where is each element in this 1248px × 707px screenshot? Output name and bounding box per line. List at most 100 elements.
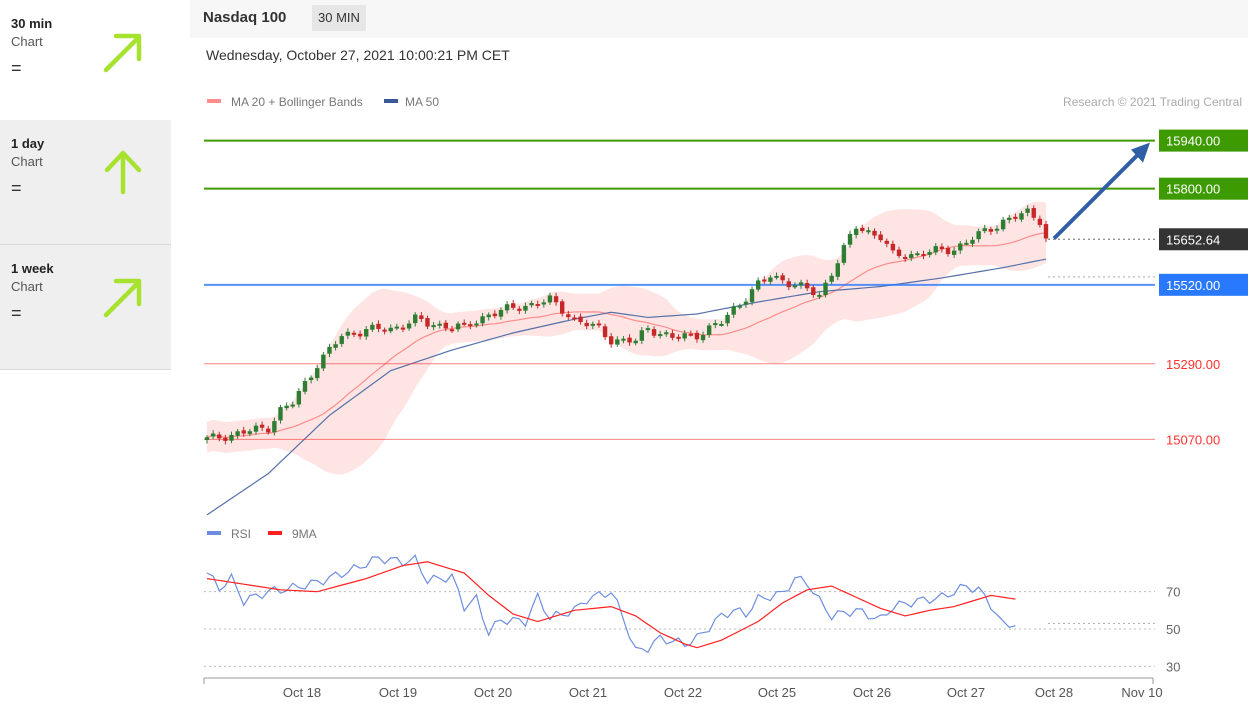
chart-header: Nasdaq 100 30 MIN [190, 0, 1248, 38]
equal-sign: = [11, 58, 22, 78]
candle-body [210, 433, 216, 437]
candle-body [951, 250, 957, 255]
candle-body [621, 338, 626, 341]
rsi-level-label: 30 [1166, 659, 1180, 674]
pivot-price-label: 15520.00 [1166, 278, 1220, 293]
candle-body [272, 421, 277, 433]
candle-body [725, 314, 730, 324]
candle-body [321, 354, 326, 369]
candle-body [909, 254, 914, 259]
timeframe-badge[interactable]: 30 MIN [312, 5, 366, 31]
candle-body [241, 430, 246, 434]
candle-body [455, 323, 461, 330]
candle-body [878, 234, 883, 241]
candle-body [462, 322, 467, 325]
resistance-price-tag [1159, 129, 1248, 152]
candle-body [847, 234, 853, 245]
candle-body [737, 305, 742, 308]
x-tick-label: Oct 27 [947, 685, 985, 700]
candle-body [1037, 218, 1043, 225]
candle-body [1007, 217, 1012, 221]
candle-body [382, 329, 387, 332]
timeframe-subtitle: Chart [11, 34, 43, 49]
equal-sign: = [11, 303, 22, 323]
candle-body [394, 326, 400, 329]
candle-body [945, 248, 951, 255]
candle-body [829, 275, 834, 282]
legend-swatch-ma20 [207, 99, 221, 103]
candle-body [406, 323, 412, 329]
candle-body [694, 332, 700, 340]
timeframe-card-1day[interactable]: 1 day Chart = [0, 120, 171, 245]
candle-body [253, 425, 259, 432]
candle-body [633, 340, 638, 344]
moving-averages [206, 232, 1047, 516]
candle-body [890, 243, 896, 251]
candle-body [927, 252, 932, 255]
candle-body [370, 324, 375, 330]
candle-body [872, 230, 877, 236]
price-levels: 15940.00 15800.00 15652.64 15520.00 15290.00… [204, 129, 1248, 447]
target-arrow-head [1131, 142, 1150, 163]
candle-body [676, 336, 681, 339]
candle-body [896, 249, 902, 256]
candle-body [615, 339, 620, 345]
legend-label-ma50: MA 50 [405, 95, 439, 109]
candle-body [1019, 213, 1024, 220]
candle-body [798, 282, 804, 286]
candle-body [921, 254, 926, 257]
candle-body [804, 283, 810, 289]
timeframe-title: 1 week [11, 261, 54, 276]
candle-body [866, 230, 871, 233]
candle-body [964, 242, 969, 245]
candle-body [523, 305, 528, 311]
candle-body [884, 240, 889, 244]
candle-body [333, 344, 338, 348]
candle-body [535, 303, 540, 306]
candle-body [504, 304, 510, 311]
candle-body [719, 323, 724, 326]
rsi-grid: 70 50 30 [204, 585, 1180, 674]
ma20-line [206, 232, 1047, 439]
candle-body [217, 434, 222, 439]
timeframe-card-30min[interactable]: 30 min Chart = [0, 0, 171, 125]
pivot-price-tag [1159, 273, 1248, 296]
support-price-label: 15290.00 [1166, 357, 1220, 372]
candle-body [902, 256, 908, 259]
rsi-level-label: 50 [1166, 622, 1180, 637]
candle-body [700, 334, 706, 341]
candle-body [1031, 208, 1036, 218]
legend-label-9ma: 9MA [292, 527, 317, 541]
candle-body [811, 287, 816, 296]
candle-body [706, 325, 712, 335]
timeframe-card-1week[interactable]: 1 week Chart = [0, 245, 171, 370]
copyright-label: Research © 2021 Trading Central [1063, 95, 1242, 109]
candle-body [602, 326, 608, 338]
candle-body [994, 228, 1000, 231]
candle-body [915, 253, 920, 256]
ma50-line [206, 258, 1047, 516]
candle-body [1013, 216, 1018, 219]
x-tick-label: Oct 21 [569, 685, 607, 700]
candle-body [780, 275, 785, 281]
candle-body [229, 434, 234, 441]
timeframe-title: 30 min [11, 16, 53, 31]
candle-body [351, 332, 357, 335]
x-tick-label: Oct 28 [1035, 685, 1073, 700]
candle-body [664, 332, 669, 335]
instrument-title: Nasdaq 100 [203, 9, 287, 26]
arrow-up-icon [104, 150, 142, 195]
candle-body [327, 346, 332, 354]
x-tick-label: Oct 18 [283, 685, 321, 700]
candle-body [315, 368, 320, 379]
legend-label-ma20: MA 20 + Bollinger Bands [231, 95, 363, 109]
candle-body [541, 302, 547, 305]
candle-body [645, 328, 651, 331]
legend-swatch-ma50 [384, 99, 398, 103]
candle-body [204, 437, 210, 441]
candle-body [425, 318, 430, 327]
candle-body [486, 314, 491, 318]
candle-body [682, 333, 687, 339]
candle-body [786, 281, 791, 288]
